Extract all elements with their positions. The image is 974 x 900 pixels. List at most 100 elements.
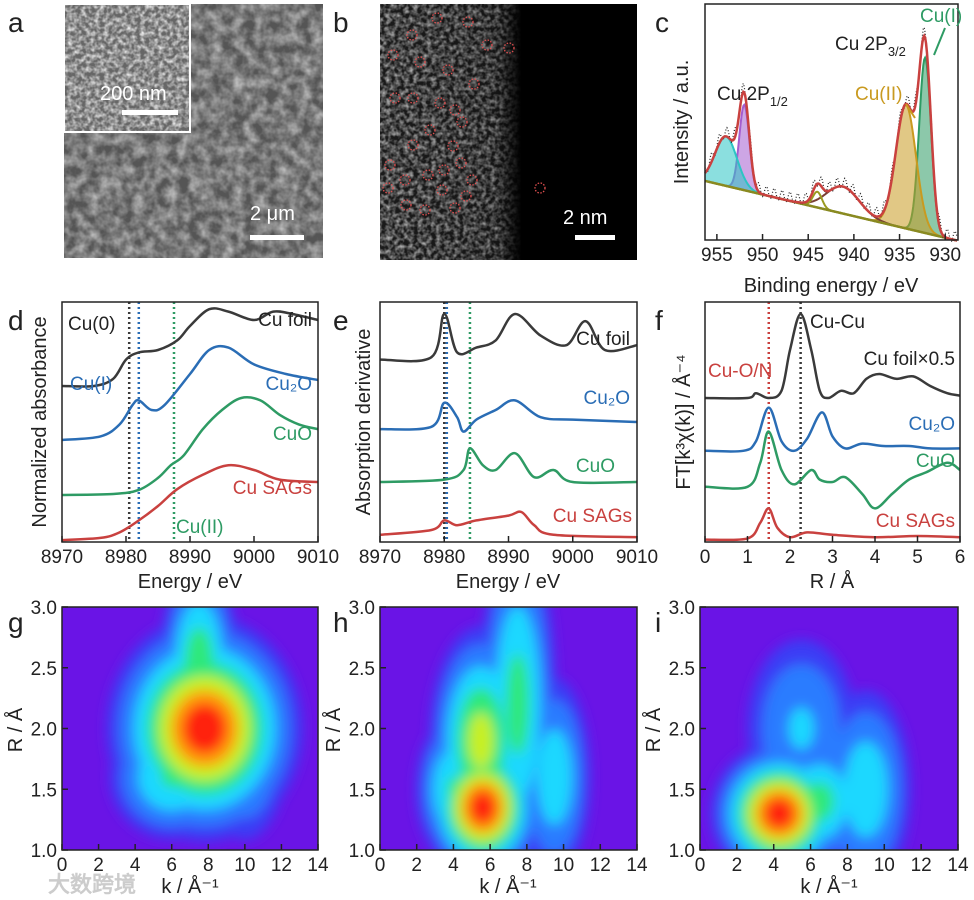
atom-marker (442, 64, 454, 76)
x-tick-label: 9000 (552, 547, 594, 568)
atom-marker (456, 116, 468, 128)
atom-marker (382, 182, 394, 194)
c-arrow-cu1 (933, 27, 946, 56)
heatmap-contour (537, 729, 572, 825)
d-label-cuo: CuO (273, 424, 312, 445)
x-tick-label: 9010 (616, 547, 658, 568)
x-tick-label: 0 (700, 547, 711, 568)
inset-scale-bar (122, 110, 178, 115)
d-annot-cu2: Cu(II) (176, 517, 224, 538)
f-ylabel: FT[k³χ(k)] / Å⁻⁴ (672, 354, 695, 489)
d-label-cu2o: Cu₂O (266, 374, 312, 395)
c-annot-cu2p12: Cu 2P1/2 (717, 84, 788, 109)
single-atom-markers (382, 12, 546, 216)
x-tick-label: 9010 (297, 547, 339, 568)
f-label-cu2o: Cu₂O (909, 414, 955, 435)
atom-marker (407, 139, 419, 151)
e-ylabel: Absorption derivative (353, 329, 375, 516)
fit-envelope (704, 33, 958, 242)
heatmap-intensity (106, 607, 303, 842)
atom-marker (387, 49, 399, 61)
derivative-chart: 8970 8980 8990 9000 9010 Energy / eV Absorpt… (353, 301, 658, 593)
x-tick-label: 2 (785, 547, 796, 568)
d-label-cufoil: Cu foil (258, 310, 312, 331)
x-tick-label: 14 (307, 855, 329, 876)
atom-marker (503, 42, 515, 54)
panel-letter-g: g (8, 607, 24, 638)
atom-marker (449, 202, 461, 214)
y-tick-label: 2.0 (31, 720, 57, 741)
wavelet-chart-i: 0 2 4 6 8 10 12 14 1.0 1.5 2.0 2.5 3.0 k / Å⁻¹ R / Å (642, 598, 969, 898)
panel-letter-e: e (333, 305, 349, 336)
x-tick-label: 14 (947, 855, 969, 876)
c-annot-cu2: Cu(II) (855, 84, 903, 105)
e-label-cusags: Cu SAGs (553, 506, 632, 527)
heatmap-contour (182, 703, 227, 754)
y-tick-label: 2.0 (669, 720, 695, 741)
y-tick-label: 1.0 (349, 841, 375, 862)
c-xlabel: Binding energy / eV (744, 275, 919, 297)
x-tick-label: 0 (375, 855, 386, 876)
atom-marker (466, 174, 478, 186)
atom-marker (434, 97, 446, 109)
x-tick-label: 6 (805, 855, 816, 876)
c-annot-cu1: Cu(I) (920, 6, 962, 27)
series-line-cuo (704, 430, 961, 510)
e-label-cu2o: Cu₂O (584, 388, 630, 409)
b-scale-bar (575, 235, 615, 240)
y-tick-label: 2.5 (349, 659, 375, 680)
exafs-chart: 0 1 2 3 4 5 6 R / Å FT[k³χ(k)] / Å⁻⁴ Cu-Cu Cu-… (672, 301, 965, 593)
x-tick-label: 8970 (359, 547, 401, 568)
atom-marker (384, 159, 396, 171)
atom-marker (462, 16, 474, 28)
series-line-cu-foil (61, 307, 319, 388)
atom-marker (424, 124, 436, 136)
c-annot-cu2p32: Cu 2P3/2 (835, 34, 906, 59)
d-annot-cu0: Cu(0) (68, 314, 116, 335)
wavelet-chart-h: 0 2 4 6 8 10 12 14 1.0 1.5 2.0 2.5 3.0 k / Å⁻¹ R / Å (322, 598, 648, 898)
x-tick-label: 10 (874, 855, 895, 876)
baseline (704, 179, 958, 242)
xps-chart: 955 950 945 940 935 930 Binding energy / eV I… (671, 3, 962, 297)
atom-marker (436, 184, 448, 196)
watermark: 大数跨境 (48, 872, 136, 897)
x-tick-label: 12 (911, 855, 932, 876)
main-scale-label: 2 μm (250, 203, 295, 225)
i-xlabel: k / Å⁻¹ (800, 875, 858, 898)
heatmap-intensity (710, 639, 911, 850)
y-tick-label: 1.5 (349, 780, 375, 801)
atom-marker (460, 190, 472, 202)
d-ylabel: Normalized absorbance (29, 316, 51, 527)
heatmap-intensity (416, 607, 591, 850)
x-tick-label: 8990 (487, 547, 529, 568)
x-tick-label: 955 (701, 245, 733, 266)
series-line-cuo (61, 396, 319, 497)
y-tick-label: 2.5 (669, 659, 695, 680)
heatmap-contour (469, 790, 497, 825)
panel-letter-h: h (333, 607, 349, 638)
d-annot-cu1: Cu(I) (70, 374, 112, 395)
haadf-image-b: 2 nm (380, 4, 637, 260)
h-xlabel: k / Å⁻¹ (479, 875, 537, 898)
x-tick-label: 12 (590, 855, 611, 876)
atom-marker (419, 204, 431, 216)
b-scale-label: 2 nm (563, 207, 607, 229)
xanes-chart: 8970 8980 8990 9000 9010 Energy / eV Normali… (29, 301, 339, 593)
series-line-cu-sags (379, 510, 638, 539)
component-fill (705, 104, 958, 241)
atom-marker (438, 164, 450, 176)
x-tick-label: 940 (838, 245, 870, 266)
atom-marker (481, 39, 493, 51)
x-tick-label: 945 (792, 245, 824, 266)
y-tick-label: 2.0 (349, 720, 375, 741)
panel-letter-f: f (655, 305, 663, 336)
h-ylabel: R / Å (322, 707, 345, 752)
e-xlabel: Energy / eV (456, 571, 561, 593)
x-tick-label: 930 (929, 245, 961, 266)
x-tick-label: 1 (742, 547, 753, 568)
d-label-cusags: Cu SAGs (233, 478, 312, 499)
g-xlabel: k / Å⁻¹ (161, 875, 219, 898)
x-tick-label: 2 (93, 855, 104, 876)
x-tick-label: 4 (448, 855, 459, 876)
